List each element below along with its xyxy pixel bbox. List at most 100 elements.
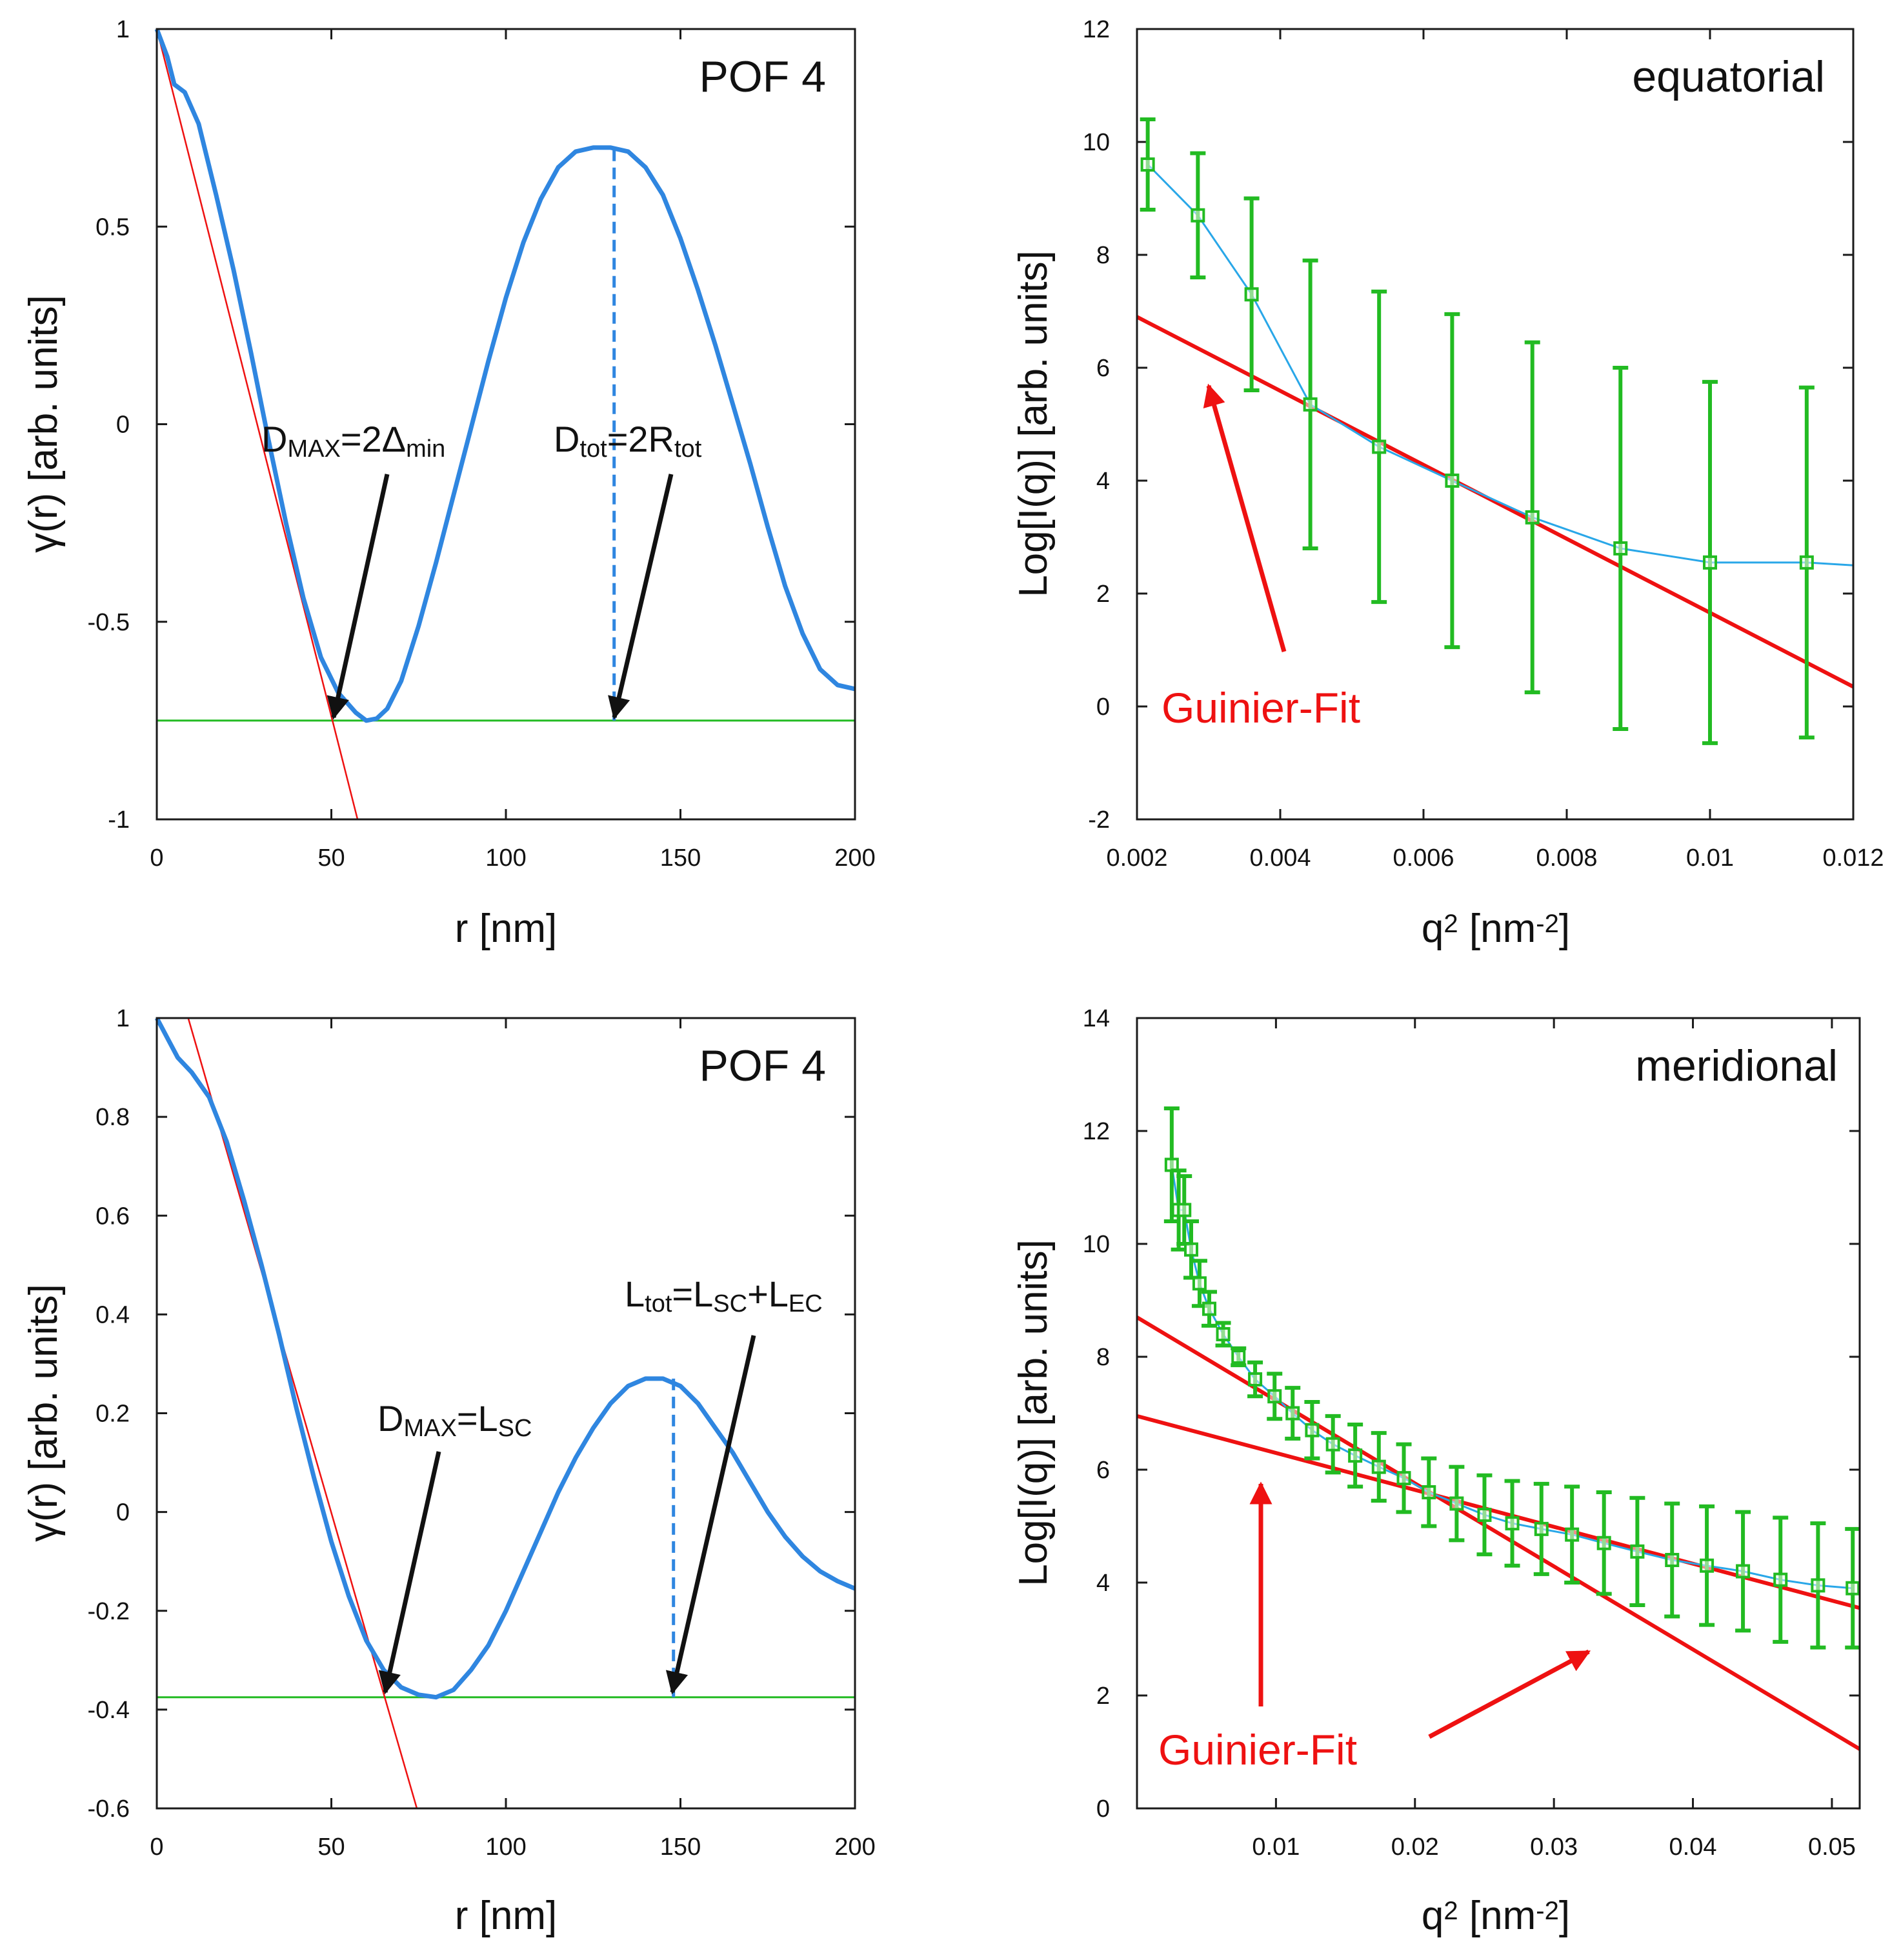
tl-linear-fit xyxy=(156,28,359,820)
tr-data-point xyxy=(1799,555,1814,570)
br-data-point xyxy=(1192,1276,1207,1291)
bl-xtick-label: 200 xyxy=(834,1834,875,1861)
tr-ytick-label: -2 xyxy=(1088,806,1110,834)
tr-data-point xyxy=(1244,287,1259,302)
br-ytick-label: 6 xyxy=(1096,1457,1110,1484)
br-data-point xyxy=(1477,1508,1492,1522)
br-data-point xyxy=(1348,1448,1363,1463)
tl-ytick-label: 0 xyxy=(116,412,130,439)
br-data-point xyxy=(1184,1242,1198,1257)
br-data-point xyxy=(1216,1327,1231,1341)
tl-annot-dmax: DMAX=2Δmin xyxy=(261,419,445,463)
br-xtick-label: 0.05 xyxy=(1808,1834,1856,1861)
panel-top-right: 0.002 0.004 0.006 0.008 0.01 0.012 -2 0 2 4 6 8 10 12… xyxy=(1011,16,1884,951)
tr-plot-elements: 0.002 0.004 0.006 0.008 0.01 0.012 -2 0 2 4 6 8 10 12 xyxy=(1083,16,1884,872)
tr-data-point xyxy=(1525,510,1540,525)
br-plot-elements: 0.01 0.02 0.03 0.04 0.05 0 2 4 6 8 10 12 14 xyxy=(1083,1005,1861,1861)
br-data-point xyxy=(1534,1521,1549,1536)
bl-ytick-label: 0.2 xyxy=(96,1401,130,1428)
tr-data-point xyxy=(1613,541,1628,555)
tl-arrow-dmax xyxy=(327,474,390,720)
br-xtick-label: 0.02 xyxy=(1391,1834,1439,1861)
br-guinier-arrow-right xyxy=(1428,1649,1591,1739)
bl-ytick-label: 0 xyxy=(116,1499,130,1526)
bl-plot-elements: 0 50 100 150 200 -0.6 -0.4 -0.2 0 0.2 0.4 0.6 0.8 1 xyxy=(88,1005,876,1861)
bl-xtick-label: 100 xyxy=(485,1834,526,1861)
br-data-point xyxy=(1449,1496,1464,1511)
br-data-point xyxy=(1325,1437,1340,1452)
tr-xtick-label: 0.004 xyxy=(1249,845,1311,872)
br-data-point xyxy=(1177,1203,1192,1217)
br-data-point xyxy=(1665,1553,1680,1567)
tr-data-point xyxy=(1703,555,1717,570)
tl-gamma-curve xyxy=(154,28,856,723)
tr-ytick-label: 8 xyxy=(1096,242,1110,269)
br-ytick-label: 4 xyxy=(1096,1570,1110,1597)
tl-arrow-dtot xyxy=(608,474,674,720)
tr-guinier-arrow xyxy=(1203,383,1287,652)
br-xtick-label: 0.01 xyxy=(1252,1834,1300,1861)
bl-ytick-label: 0.4 xyxy=(96,1301,130,1328)
bl-title: POF 4 xyxy=(699,1041,827,1090)
tr-ytick-label: 0 xyxy=(1096,694,1110,721)
tr-xtick-label: 0.008 xyxy=(1536,845,1597,872)
bl-ytick-label: -0.2 xyxy=(88,1598,130,1625)
tl-annot-dtot: Dtot=2Rtot xyxy=(554,419,702,463)
tr-guinier-label: Guinier-Fit xyxy=(1162,684,1360,732)
tr-data-point xyxy=(1372,439,1387,454)
br-data-point xyxy=(1736,1564,1751,1579)
tl-title: POF 4 xyxy=(699,52,827,101)
br-ytick-label: 8 xyxy=(1096,1344,1110,1371)
bl-annotations: DMAX=LSC Ltot=LSC+LEC xyxy=(377,1274,823,1695)
br-data-point xyxy=(1267,1389,1282,1404)
bl-ytick-label: -0.6 xyxy=(88,1795,130,1823)
br-xtick-label: 0.03 xyxy=(1530,1834,1578,1861)
bl-ytick-label: 0.8 xyxy=(96,1104,130,1131)
tl-ytick-label: 0.5 xyxy=(96,214,130,241)
br-data-point xyxy=(1846,1581,1860,1595)
tl-xtick-label: 50 xyxy=(317,845,345,872)
bl-annot-dmax: DMAX=LSC xyxy=(377,1398,532,1442)
panel-top-left: 0 50 100 150 200 -1 -0.5 0 0.5 1 POF 4 r [nm] γ(r… xyxy=(21,16,876,951)
br-ytick-label: 14 xyxy=(1083,1005,1110,1032)
tl-ytick-label: 1 xyxy=(116,16,130,43)
br-data-point xyxy=(1305,1423,1320,1437)
tl-xlabel: r [nm] xyxy=(455,906,557,951)
br-ylabel: Log[I(q)] [arb. units] xyxy=(1011,1239,1056,1586)
tr-ytick-label: 6 xyxy=(1096,355,1110,382)
br-data-point xyxy=(1248,1372,1263,1386)
br-guinier-label: Guinier-Fit xyxy=(1158,1726,1357,1774)
br-data-point xyxy=(1596,1535,1611,1550)
panel-bottom-right: 0.01 0.02 0.03 0.04 0.05 0 2 4 6 8 10 12 14 meridion… xyxy=(1011,1005,1861,1938)
br-data-point xyxy=(1773,1572,1788,1587)
br-plot-frame xyxy=(1136,1017,1861,1810)
panel-bottom-left: 0 50 100 150 200 -0.6 -0.4 -0.2 0 0.2 0.4 0.6 0.8 1 P… xyxy=(21,1005,876,1938)
tr-title: equatorial xyxy=(1632,52,1825,101)
bl-ytick-label: 1 xyxy=(116,1005,130,1032)
tr-data-point xyxy=(1445,474,1460,488)
bl-xtick-label: 150 xyxy=(660,1834,701,1861)
tr-data-point xyxy=(1191,208,1205,223)
tr-data-point xyxy=(1303,397,1318,412)
tr-ytick-label: 12 xyxy=(1083,16,1110,43)
tl-xtick-label: 150 xyxy=(660,845,701,872)
br-data-point xyxy=(1700,1558,1715,1573)
tl-ytick-label: -1 xyxy=(108,806,130,834)
tl-ytick-label: -0.5 xyxy=(88,609,130,636)
bl-arrow-ltot xyxy=(665,1335,756,1695)
br-data-point xyxy=(1630,1544,1645,1559)
tr-ytick-label: 2 xyxy=(1096,581,1110,608)
tl-xtick-label: 100 xyxy=(485,845,526,872)
br-xtick-label: 0.04 xyxy=(1669,1834,1717,1861)
br-ytick-label: 10 xyxy=(1083,1231,1110,1258)
br-ytick-label: 2 xyxy=(1096,1683,1110,1710)
bl-arrow-dmax xyxy=(378,1451,441,1695)
bl-xtick-label: 50 xyxy=(317,1834,345,1861)
tr-xlabel: q2 [nm-2] xyxy=(1422,906,1570,951)
br-title: meridional xyxy=(1635,1041,1838,1090)
br-ytick-label: 12 xyxy=(1083,1118,1110,1145)
br-ytick-label: 0 xyxy=(1096,1795,1110,1823)
tl-annotations: DMAX=2Δmin Dtot=2Rtot xyxy=(261,419,702,720)
br-xlabel: q2 [nm-2] xyxy=(1422,1894,1570,1938)
